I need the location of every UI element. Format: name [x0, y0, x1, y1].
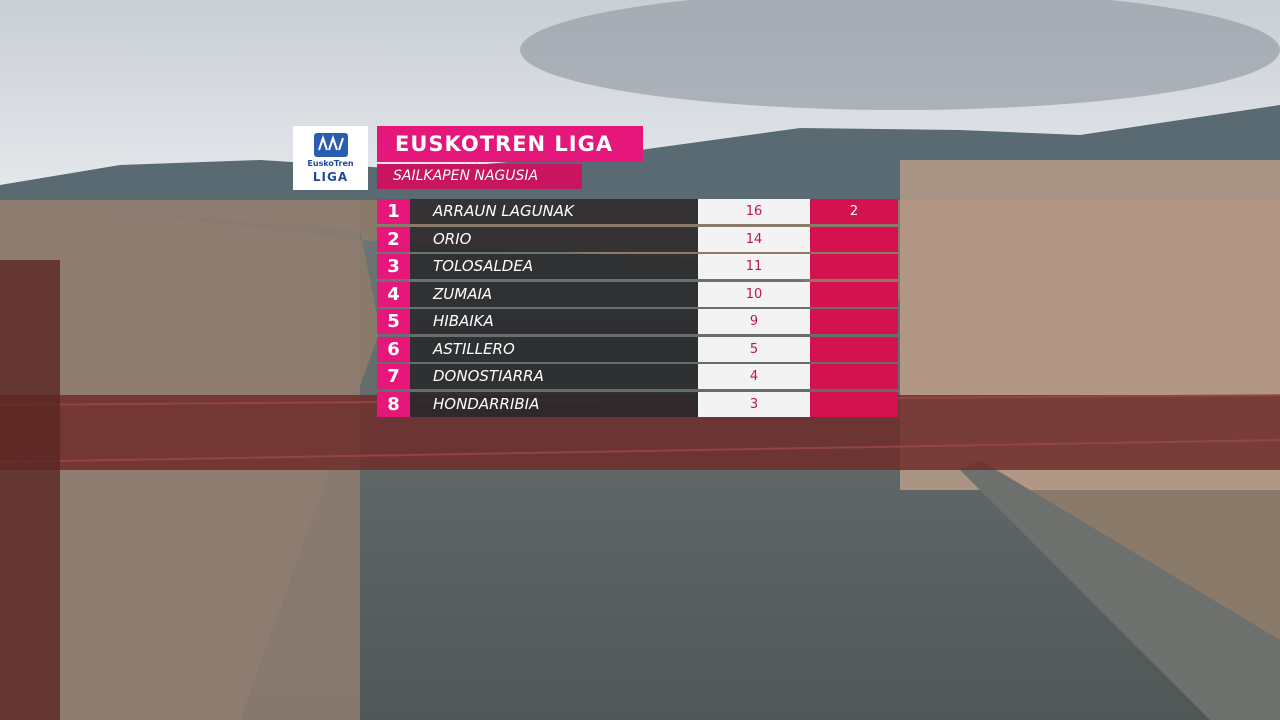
team-name: HIBAIKA: [410, 309, 698, 334]
points: 5: [698, 336, 810, 362]
table-row: 8 HONDARRIBIA 3: [377, 391, 898, 417]
team-name: ASTILLERO: [410, 336, 698, 362]
team-name: HONDARRIBIA: [410, 391, 698, 417]
logo-text: EuskoTren: [307, 159, 354, 168]
subtitle: SAILKAPEN NAGUSIA: [377, 164, 582, 189]
table-row: 6 ASTILLERO 5: [377, 336, 898, 362]
gap: [810, 281, 898, 307]
table-row: 7 DONOSTIARRA 4: [377, 364, 898, 389]
team-name: ARRAUN LAGUNAK: [410, 199, 698, 224]
rank: 7: [377, 364, 410, 389]
gap: [810, 336, 898, 362]
points: 4: [698, 364, 810, 389]
table-row: 5 HIBAIKA 9: [377, 309, 898, 334]
rank: 1: [377, 199, 410, 224]
points: 3: [698, 391, 810, 417]
logo: EuskoTren LIGA: [293, 126, 368, 190]
rank: 5: [377, 309, 410, 334]
points: 11: [698, 254, 810, 279]
logo-icon: [314, 133, 348, 157]
points: 14: [698, 226, 810, 252]
table-row: 4 ZUMAIA 10: [377, 281, 898, 307]
gap: [810, 254, 898, 279]
team-name: ORIO: [410, 226, 698, 252]
rank: 8: [377, 391, 410, 417]
rank: 3: [377, 254, 410, 279]
team-name: DONOSTIARRA: [410, 364, 698, 389]
gap: [810, 364, 898, 389]
gap: [810, 309, 898, 334]
points: 16: [698, 199, 810, 224]
rank: 4: [377, 281, 410, 307]
gap: [810, 391, 898, 417]
rank: 2: [377, 226, 410, 252]
table-row: 1 ARRAUN LAGUNAK 16 2: [377, 199, 898, 224]
team-name: ZUMAIA: [410, 281, 698, 307]
team-name: TOLOSALDEA: [410, 254, 698, 279]
gap: [810, 226, 898, 252]
gap: 2: [810, 199, 898, 224]
title: EUSKOTREN LIGA: [377, 126, 643, 162]
points: 10: [698, 281, 810, 307]
logo-text: LIGA: [312, 170, 349, 184]
table-row: 2 ORIO 14: [377, 226, 898, 252]
rank: 6: [377, 336, 410, 362]
table-row: 3 TOLOSALDEA 11: [377, 254, 898, 279]
points: 9: [698, 309, 810, 334]
